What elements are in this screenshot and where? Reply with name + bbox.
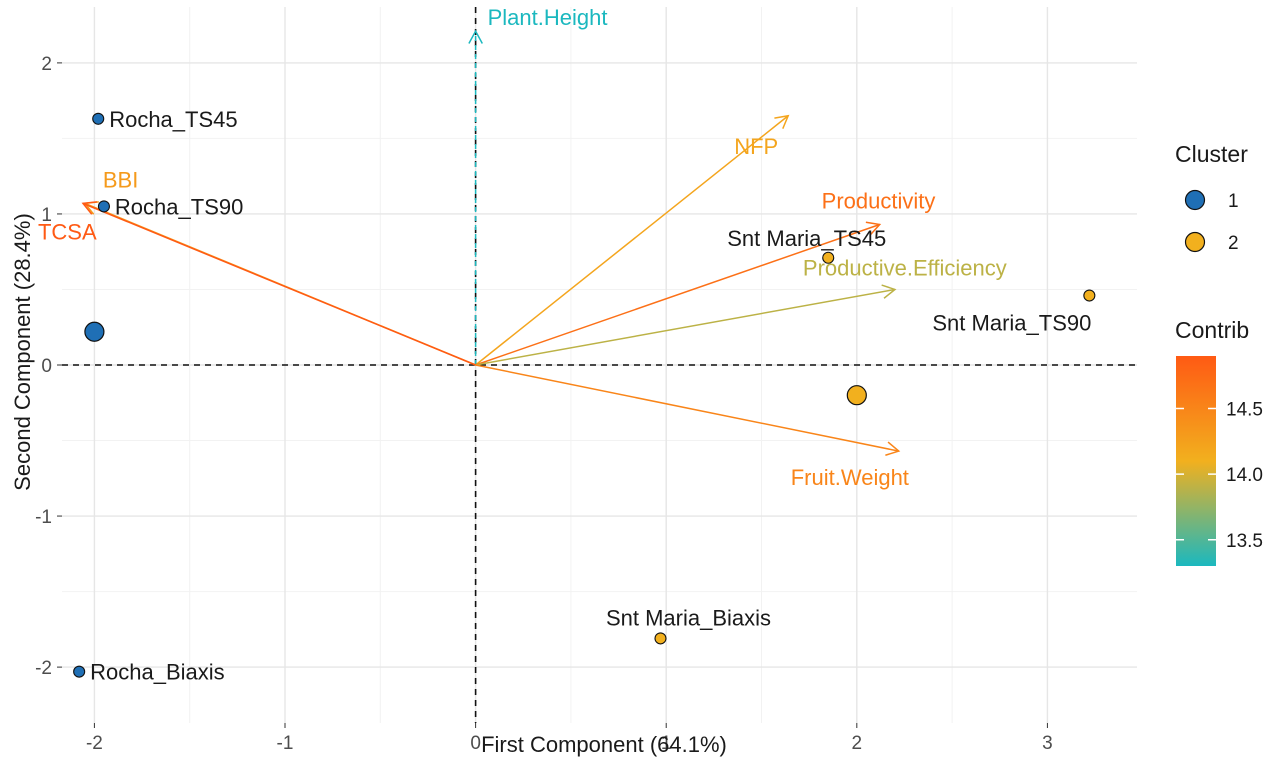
variable-arrows xyxy=(81,29,901,456)
y-tick-label: 0 xyxy=(41,356,52,377)
y-tick-label: -2 xyxy=(35,658,52,679)
x-tick-label: 3 xyxy=(1042,733,1053,754)
legend-swatch-cluster-1 xyxy=(1184,189,1206,211)
arrow-productive-efficiency xyxy=(475,288,896,366)
arrow-tcsa xyxy=(82,202,476,366)
arrow-nfp xyxy=(475,115,789,366)
colorbar-tick-label: 14.5 xyxy=(1226,400,1263,421)
arrow-fruit-weight xyxy=(475,364,899,452)
contrib-legend-title: Contrib xyxy=(1175,317,1249,343)
arrowhead xyxy=(885,441,901,456)
variable-label: Plant.Height xyxy=(488,5,608,30)
y-tick-label: 1 xyxy=(41,205,52,226)
arrow-productivity xyxy=(475,223,880,366)
point-label: Rocha_TS90 xyxy=(115,194,243,219)
arrowhead xyxy=(468,29,483,44)
point-marker xyxy=(1083,289,1096,302)
centroid-cluster-1 xyxy=(84,321,105,342)
variable-label: Productivity xyxy=(822,189,936,214)
point-label: Snt Maria_Biaxis xyxy=(606,605,771,630)
point-label: Snt Maria_TS45 xyxy=(727,226,886,251)
variable-label: BBI xyxy=(103,167,138,192)
arrowhead xyxy=(865,221,882,236)
centroid-cluster-2 xyxy=(846,385,867,406)
y-axis-ticks: -2 -1 0 1 2 xyxy=(35,54,62,679)
point-label: Rocha_TS45 xyxy=(109,107,237,132)
x-tick-label: -2 xyxy=(86,733,103,754)
contrib-colorbar xyxy=(1176,356,1216,566)
legend-swatch-cluster-2 xyxy=(1184,231,1206,253)
variable-label: NFP xyxy=(734,134,778,159)
point-marker xyxy=(97,200,110,213)
contrib-legend: Contrib 14.5 14.0 13.5 xyxy=(1175,317,1263,566)
colorbar-tick-label: 14.0 xyxy=(1226,465,1263,486)
variable-labels: Plant.Height NFP Productivity Productive.Ef… xyxy=(38,5,1007,490)
x-tick-label: 1 xyxy=(661,733,672,754)
observation-labels: Rocha_TS45 Rocha_TS90 Rocha_Biaxis Snt Mari… xyxy=(90,107,1091,685)
observation-points xyxy=(73,112,1096,678)
point-marker xyxy=(654,632,667,645)
x-tick-label: 2 xyxy=(852,733,863,754)
legend-label-cluster-2: 2 xyxy=(1228,233,1239,254)
point-marker xyxy=(92,112,105,125)
point-label: Snt Maria_TS90 xyxy=(932,311,1091,336)
colorbar-tick-label: 13.5 xyxy=(1226,531,1263,552)
cluster-centroids xyxy=(84,321,867,406)
x-axis-title: First Component (64.1%) xyxy=(481,732,727,757)
variable-label: Fruit.Weight xyxy=(791,465,909,490)
point-label: Rocha_Biaxis xyxy=(90,660,225,685)
x-tick-label: -1 xyxy=(277,733,294,754)
x-tick-label: 0 xyxy=(470,733,481,754)
arrowhead xyxy=(81,201,97,215)
point-marker xyxy=(822,251,835,264)
cluster-legend: Cluster 1 2 xyxy=(1175,141,1248,254)
point-marker xyxy=(73,665,86,678)
arrowhead xyxy=(774,114,790,129)
y-tick-label: -1 xyxy=(35,507,52,528)
cluster-legend-title: Cluster xyxy=(1175,141,1248,167)
variable-label: TCSA xyxy=(38,219,97,244)
variable-label: Productive.Efficiency xyxy=(803,255,1007,280)
legend-label-cluster-1: 1 xyxy=(1228,191,1239,212)
arrowhead xyxy=(881,284,897,299)
x-axis-ticks: -2 -1 0 1 2 3 xyxy=(86,723,1053,754)
y-axis-title: Second Component (28.4%) xyxy=(10,213,35,491)
y-tick-label: 2 xyxy=(41,54,52,75)
